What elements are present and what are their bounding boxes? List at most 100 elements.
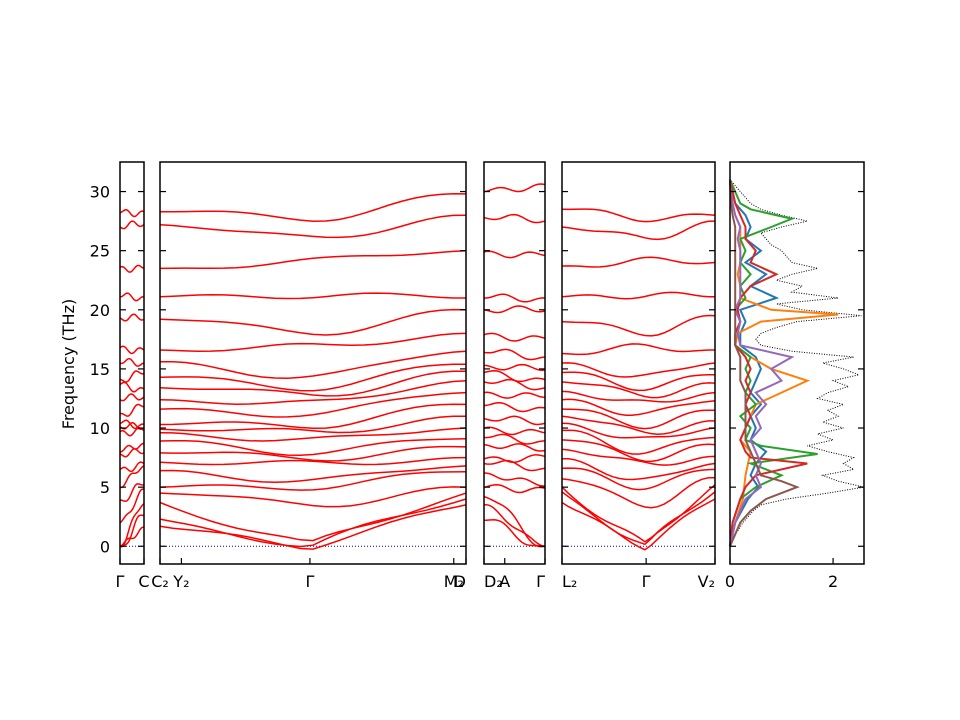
dos-projected-curve-2	[729, 179, 839, 547]
band-p1-10	[119, 422, 145, 431]
band-p3-22	[483, 183, 546, 193]
band-p2-6	[159, 456, 467, 466]
band-p3-21	[483, 213, 546, 224]
dos-projected-curve-3	[729, 179, 818, 547]
frame-p4	[561, 161, 716, 565]
band-p4-10	[561, 415, 715, 435]
band-p2-7	[159, 445, 467, 462]
xtick-label-p3: D₂	[484, 572, 503, 591]
dos-xtick-label: 0	[725, 572, 735, 591]
frame-p1	[119, 161, 145, 565]
band-p3-14	[483, 369, 546, 383]
band-p4-11	[561, 408, 716, 430]
band-p4-6	[561, 448, 716, 466]
dos-xtick-label: 2	[828, 572, 838, 591]
dos-projected-curve-4	[729, 179, 808, 547]
band-p4-9	[561, 422, 716, 439]
band-p1-5	[119, 465, 145, 489]
band-p1-12	[119, 403, 145, 417]
band-p1-11	[119, 419, 145, 430]
band-p1-13	[119, 393, 145, 402]
band-p2-19	[159, 292, 466, 300]
band-p2-18	[159, 308, 467, 336]
band-p3-16	[483, 348, 546, 361]
band-p3-2	[483, 495, 546, 548]
band-p1-8	[120, 442, 145, 453]
band-p3-18	[483, 305, 546, 314]
panel-frames	[119, 161, 865, 565]
band-p4-21	[561, 220, 716, 241]
band-p2-15	[159, 363, 467, 392]
band-p4-22	[561, 208, 716, 223]
band-p3-3	[483, 483, 546, 494]
band-p1-18	[119, 313, 145, 322]
band-p1-16	[119, 357, 145, 367]
band-p4-4	[561, 467, 716, 491]
band-p1-2	[119, 503, 145, 548]
band-p2-5	[159, 465, 467, 484]
xtick-label-p2: C₂	[151, 572, 169, 591]
band-p3-10	[483, 415, 546, 426]
band-p4-7	[561, 439, 716, 463]
band-p3-4	[483, 472, 545, 487]
ytick-label: 20	[90, 301, 110, 320]
ytick-label: 15	[90, 360, 110, 379]
band-p1-14	[119, 381, 145, 393]
ytick-label: 0	[100, 537, 110, 556]
ytick-label: 5	[100, 478, 110, 497]
band-p3-8	[483, 433, 545, 445]
band-p4-5	[562, 458, 716, 481]
band-p4-14	[561, 381, 716, 399]
band-p2-2	[159, 492, 467, 542]
band-p4-13	[561, 390, 716, 403]
ytick-label: 30	[90, 183, 110, 202]
xtick-label-p2: D	[454, 572, 466, 591]
band-p4-8	[561, 429, 716, 455]
band-p4-20	[561, 256, 716, 268]
band-p1-4	[119, 483, 145, 503]
band-p2-12	[159, 391, 467, 418]
band-p1-7	[119, 448, 145, 458]
band-p2-0	[159, 504, 467, 550]
xtick-label-p4: V₂	[698, 572, 715, 591]
band-p1-15	[119, 370, 145, 383]
band-p3-6	[483, 454, 546, 464]
band-p4-15	[561, 371, 715, 392]
band-p4-2	[561, 484, 716, 543]
band-p2-1	[159, 498, 467, 548]
band-p2-17	[159, 332, 467, 352]
band-p1-22	[119, 209, 145, 218]
band-p2-10	[159, 415, 466, 434]
band-structure-curves	[119, 183, 716, 551]
xtick-label-p3: A	[499, 572, 510, 591]
band-p1-0	[119, 526, 145, 548]
band-p4-18	[561, 314, 716, 337]
ytick-label: 10	[90, 419, 110, 438]
band-p3-9	[483, 426, 546, 436]
xtick-label-p4: Γ	[642, 572, 651, 591]
frame-dos	[729, 161, 865, 565]
xtick-label-p1: Γ	[116, 572, 125, 591]
dos-curves	[729, 179, 865, 547]
band-p3-1	[483, 503, 546, 548]
xtick-label-p2: Y₂	[172, 572, 189, 591]
band-p4-19	[561, 291, 715, 300]
band-p3-15	[483, 363, 546, 372]
band-p1-6	[119, 461, 145, 473]
ytick-label: 25	[90, 242, 110, 261]
band-p2-14	[159, 370, 467, 397]
band-p2-13	[159, 379, 467, 405]
band-p3-19	[484, 293, 546, 303]
band-p3-12	[483, 391, 546, 399]
band-p1-21	[119, 220, 145, 230]
band-p2-16	[159, 350, 467, 379]
band-p1-19	[120, 292, 145, 302]
band-p3-20	[483, 250, 546, 259]
band-p2-11	[159, 403, 467, 430]
band-p4-3	[561, 476, 716, 509]
band-p2-22	[160, 193, 467, 222]
axis-ticks	[119, 190, 864, 564]
band-p2-9	[159, 427, 467, 442]
